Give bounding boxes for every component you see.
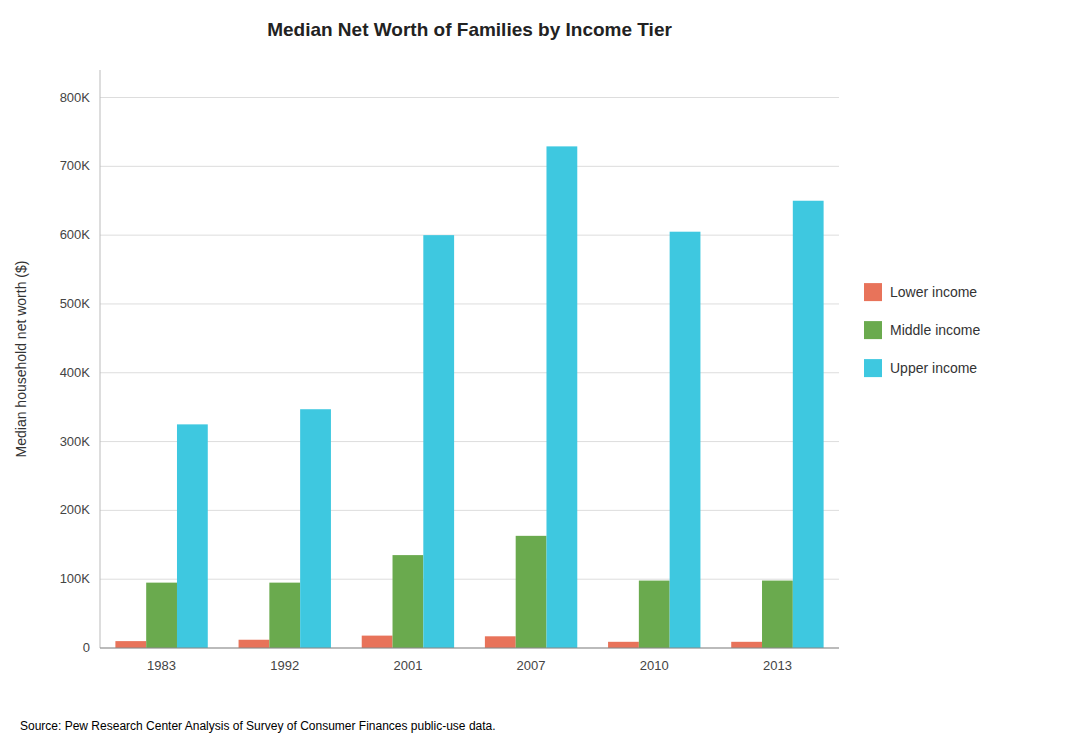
x-tick-label: 2010 (640, 658, 669, 673)
bar (546, 146, 577, 648)
grid-line (100, 303, 839, 304)
grid-line (100, 441, 839, 442)
legend-label: Lower income (890, 284, 977, 300)
y-tick-label: 600K (60, 227, 91, 242)
grid-line (100, 510, 839, 511)
y-tick-label: 100K (60, 571, 91, 586)
bars (115, 146, 823, 648)
grid-line (100, 648, 839, 649)
bar (731, 642, 762, 648)
title: Median Net Worth of Families by Income T… (267, 19, 672, 40)
y-tick-label: 700K (60, 158, 91, 173)
bar (485, 636, 516, 648)
grid-line (100, 97, 839, 98)
bar (393, 555, 424, 648)
y-tick-label: 800K (60, 90, 91, 105)
bar (177, 424, 208, 648)
bar (362, 636, 393, 648)
x-tick-label: 2007 (517, 658, 546, 673)
bar (639, 581, 670, 648)
bar (516, 536, 547, 648)
x-tick-label: 2013 (763, 658, 792, 673)
bar (239, 640, 270, 648)
bar (269, 583, 300, 648)
source-note: Source: Pew Research Center Analysis of … (20, 719, 496, 733)
y-tick-label: 500K (60, 296, 91, 311)
y-axis-line (100, 70, 101, 648)
bar (793, 201, 824, 648)
y-ticks: 0 100K 200K 300K 400K 500K 600K 700K 800K (60, 90, 91, 655)
x-tick-label: 2001 (393, 658, 422, 673)
series (177, 146, 824, 648)
y-axis-label: Median household net worth ($) (13, 261, 29, 458)
bar (670, 232, 701, 648)
grid-line (100, 166, 839, 167)
legend-swatch (864, 359, 882, 377)
bar (300, 409, 331, 648)
bar (608, 642, 639, 648)
bar (115, 641, 146, 648)
grid (100, 98, 839, 648)
page: {"chart_data": { "type": "bar", "title":… (0, 0, 1069, 748)
bar (146, 583, 177, 648)
y-tick-label: 0 (83, 640, 90, 655)
x-tick-label: 1983 (147, 658, 176, 673)
legend: Lower income Middle income Upper income (864, 283, 980, 377)
legend-label: Upper income (890, 360, 977, 376)
bar (423, 235, 454, 648)
grid-line (100, 372, 839, 373)
legend-swatch (864, 283, 882, 301)
y-tick-label: 300K (60, 434, 91, 449)
grid-line (100, 579, 839, 580)
y-tick-label: 200K (60, 502, 91, 517)
legend-label: Middle income (890, 322, 980, 338)
bar (762, 581, 793, 648)
x-ticks: 1983 1992 2001 2007 2010 2013 (147, 658, 792, 673)
legend-swatch (864, 321, 882, 339)
x-tick-label: 1992 (270, 658, 299, 673)
chart: Median Net Worth of Families by Income T… (0, 0, 1069, 748)
grid-line (100, 235, 839, 236)
y-tick-label: 400K (60, 365, 91, 380)
x-axis-line (100, 648, 839, 649)
